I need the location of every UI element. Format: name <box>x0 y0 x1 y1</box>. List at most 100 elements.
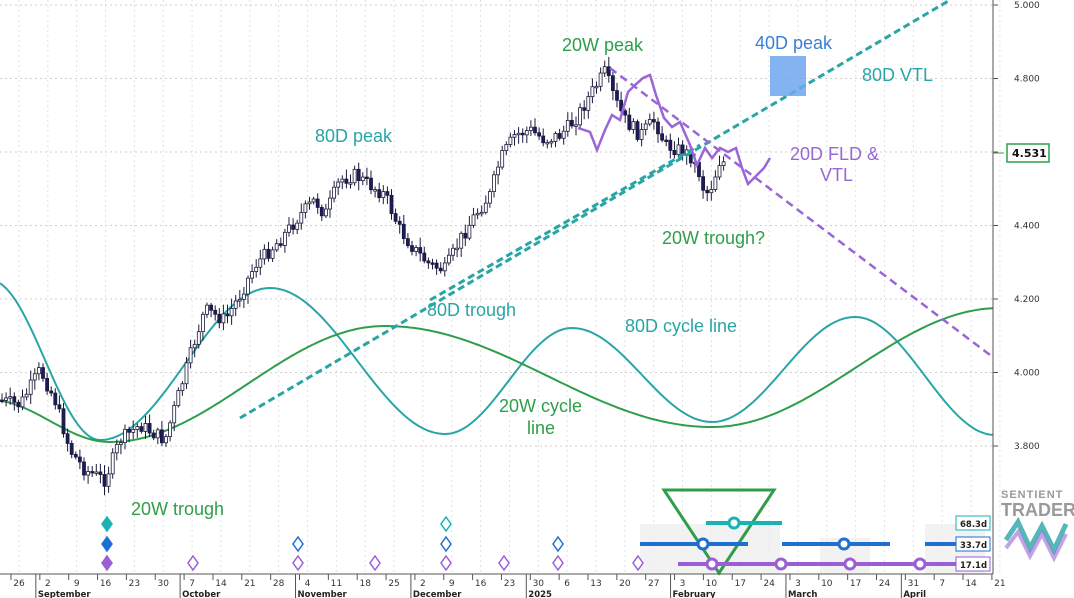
y-tick-label: 3.800 <box>1014 442 1040 452</box>
candle-body <box>418 247 423 254</box>
svg-text:SENTIENT: SENTIENT <box>1001 489 1063 501</box>
candle-body <box>188 347 193 364</box>
x-tick-label: 30 <box>533 579 545 589</box>
candle-body <box>209 304 214 311</box>
candle-body <box>237 298 242 302</box>
candle-body <box>389 194 394 214</box>
candle-body <box>315 198 320 208</box>
cycle-80d-wave <box>0 282 994 442</box>
candle-body <box>82 461 86 476</box>
candle-body <box>471 214 476 226</box>
candle-body <box>328 197 332 210</box>
x-tick-label: 23 <box>504 579 515 589</box>
x-tick-label: 3 <box>795 579 801 589</box>
label-20w-peak: 20W peak <box>562 35 644 55</box>
candle-body <box>266 248 271 259</box>
candle-body <box>414 247 419 252</box>
candle-body <box>455 247 460 251</box>
x-tick-label: 27 <box>648 579 659 589</box>
candle-body <box>102 474 107 487</box>
candle-body <box>143 423 148 432</box>
candle-body <box>287 224 291 233</box>
x-tick-label: 4 <box>305 579 311 589</box>
label-20w-trough: 20W trough <box>131 499 224 519</box>
candle-body <box>533 126 537 134</box>
cycle-diamonds <box>101 515 644 572</box>
candle-body <box>12 396 17 403</box>
x-month-label: December <box>413 590 462 598</box>
candle-body <box>701 176 705 191</box>
x-tick-label: 7 <box>939 579 945 589</box>
y-tick-label: 4.400 <box>1014 222 1040 232</box>
diamond-17d <box>369 554 381 572</box>
candle-body <box>627 114 632 130</box>
candle-body <box>270 249 275 259</box>
candle-body <box>348 182 353 185</box>
last-price-tag: 4.531 <box>993 143 1050 163</box>
diamond-17d <box>498 554 510 572</box>
candle-body <box>475 212 480 216</box>
candle-body <box>463 232 468 239</box>
candle-body <box>69 443 74 455</box>
x-tick-label: 17 <box>735 579 746 589</box>
candle-body <box>0 399 4 402</box>
svg-text:TRADER: TRADER <box>1001 500 1074 520</box>
candle-body <box>586 96 591 111</box>
candle-body <box>180 383 185 391</box>
candle-body <box>127 428 131 433</box>
candle-body <box>274 243 279 251</box>
candle-body <box>184 362 189 385</box>
x-tick-label: 20 <box>619 579 631 589</box>
candle-body <box>504 144 509 151</box>
candle-body <box>119 442 123 445</box>
candle-body <box>430 262 435 265</box>
diamond-17d <box>101 554 113 572</box>
candle-body <box>721 161 726 166</box>
candle-body <box>57 404 62 410</box>
label-20d-fld: 20D FLD & <box>790 144 879 164</box>
candle-body <box>426 260 431 264</box>
x-tick-label: 26 <box>13 579 25 589</box>
candle-body <box>164 436 168 444</box>
candle-body <box>61 408 66 435</box>
x-tick-label: 30 <box>158 579 170 589</box>
label-20w-trough-question: 20W trough? <box>662 228 765 248</box>
x-tick-label: 6 <box>564 579 570 589</box>
candle-body <box>561 130 566 139</box>
x-tick-label: 25 <box>388 579 399 589</box>
candle-body <box>656 121 660 135</box>
candle-body <box>360 176 365 182</box>
x-tick-label: 7 <box>189 579 195 589</box>
candle-body <box>717 165 722 178</box>
20d-vtl-line <box>609 67 991 356</box>
x-tick-label: 23 <box>129 579 140 589</box>
candle-body <box>705 189 710 194</box>
candle-body <box>344 178 349 184</box>
diamond-33d <box>101 535 113 553</box>
20w-trough-triangle <box>661 488 777 576</box>
candle-body <box>619 99 623 112</box>
candle-body <box>106 473 111 487</box>
x-tick-label: 13 <box>590 579 601 589</box>
x-tick-label: 24 <box>879 579 891 589</box>
x-tick-label: 21 <box>244 579 255 589</box>
cycle-label-33: 33.7d <box>960 541 987 551</box>
x-tick-label: 31 <box>908 579 919 589</box>
candle-body <box>553 133 558 142</box>
candle-body <box>639 129 644 140</box>
label-80d-peak: 80D peak <box>315 126 393 146</box>
candle-body <box>16 401 21 408</box>
candle-body <box>196 331 201 345</box>
candle-body <box>151 432 156 439</box>
candle-body <box>422 252 427 262</box>
candle-body <box>307 201 312 205</box>
candle-body <box>549 141 554 144</box>
x-tick-label: 21 <box>994 579 1005 589</box>
candle-body <box>487 191 492 204</box>
candle-body <box>319 207 324 217</box>
candle-body <box>397 220 402 225</box>
candle-body <box>94 471 99 474</box>
price-candles <box>0 56 726 496</box>
diamond-17d <box>292 554 304 572</box>
cycle-20w-wave <box>0 307 994 443</box>
